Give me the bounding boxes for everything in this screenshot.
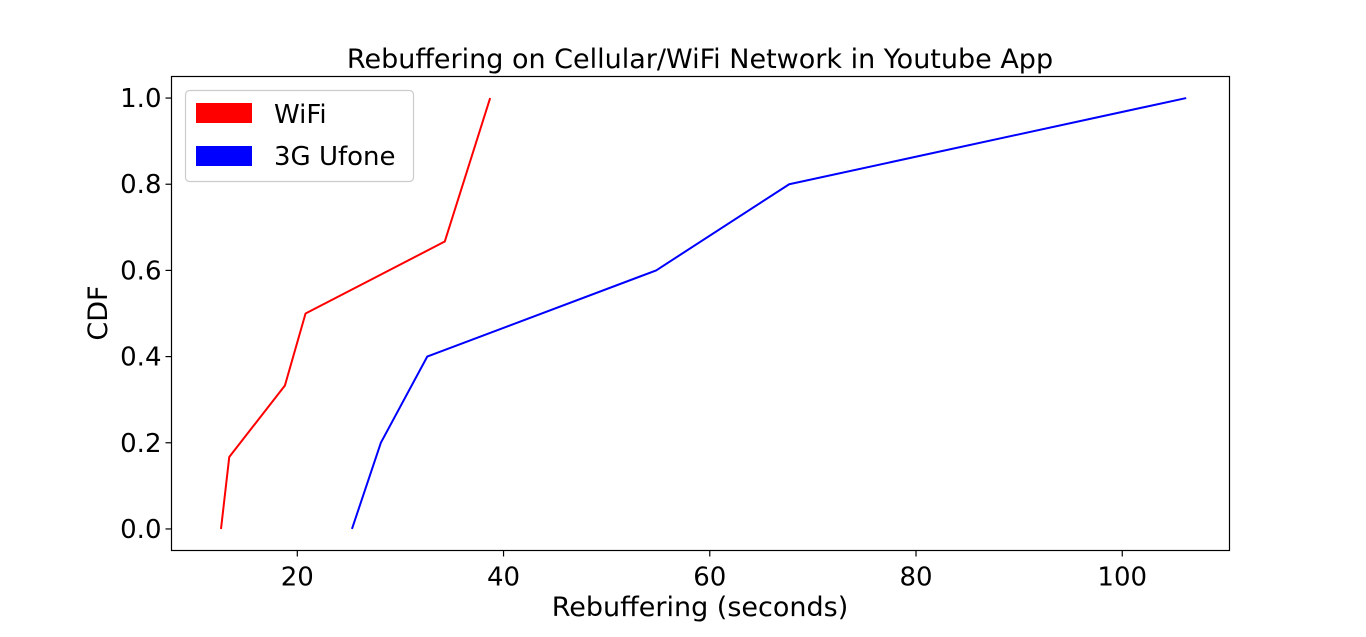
x-tick-label: 80 [899, 563, 932, 593]
x-tick-label: 100 [1097, 563, 1147, 593]
x-axis-label: Rebuffering (seconds) [552, 592, 849, 623]
y-tick-label: 0.4 [120, 343, 161, 373]
series-lines [220, 97, 1187, 530]
legend-swatch-wifi [196, 103, 252, 123]
y-tick-label: 1.0 [120, 84, 161, 114]
legend-label-wifi: WiFi [274, 100, 327, 130]
y-axis-ticks: 0.0 0.2 0.4 0.6 0.8 1.0 [120, 84, 172, 545]
series-line-wifi [220, 97, 492, 530]
legend: WiFi 3G Ufone [184, 89, 415, 183]
y-tick-label: 0.6 [120, 256, 161, 286]
x-tick-label: 60 [693, 563, 726, 593]
y-tick-label: 0.2 [120, 429, 161, 459]
legend-label-3g-ufone: 3G Ufone [274, 142, 396, 172]
plot-area [170, 75, 1231, 552]
y-tick-label: 0.8 [120, 170, 161, 200]
x-tick-label: 20 [281, 563, 314, 593]
x-tick-label: 40 [487, 563, 520, 593]
y-axis-label: CDF [83, 285, 114, 340]
y-tick-label: 0.0 [120, 515, 161, 545]
chart-title: Rebuffering on Cellular/WiFi Network in … [347, 44, 1053, 75]
series-line-3g-ufone [351, 97, 1187, 530]
legend-swatch-3g-ufone [196, 146, 252, 166]
x-axis-ticks: 20 40 60 80 100 [281, 550, 1147, 593]
